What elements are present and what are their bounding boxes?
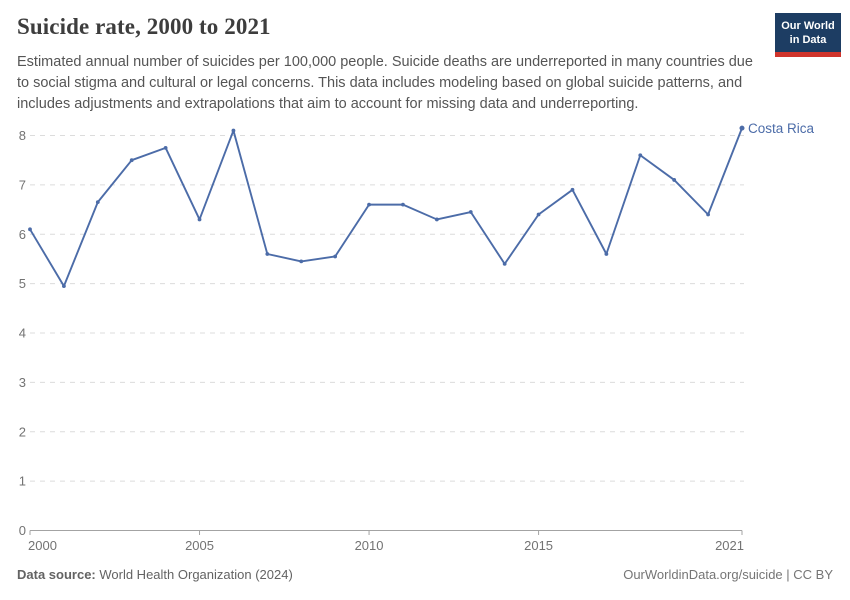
data-point-2007 xyxy=(265,252,270,256)
data-point-2018 xyxy=(638,153,643,158)
data-point-2011 xyxy=(401,202,405,207)
data-point-2010 xyxy=(367,202,371,207)
data-point-2019 xyxy=(672,178,677,182)
x-tick-label-2005: 2005 xyxy=(185,538,214,553)
owid-logo-line2: in Data xyxy=(789,34,827,46)
data-point-2006 xyxy=(231,128,236,133)
y-tick-label-7: 7 xyxy=(19,177,26,192)
data-point-2014 xyxy=(502,261,507,266)
data-point-2020 xyxy=(706,212,710,217)
chart-title: Suicide rate, 2000 to 2021 xyxy=(17,14,271,39)
data-point-2003 xyxy=(129,158,134,163)
x-tick-label-2000: 2000 xyxy=(28,538,57,553)
y-tick-label-1: 1 xyxy=(19,474,26,489)
data-point-2017 xyxy=(604,252,609,256)
y-tick-label-6: 6 xyxy=(19,227,26,242)
y-tick-label-3: 3 xyxy=(19,375,26,390)
y-tick-label-5: 5 xyxy=(19,276,26,291)
y-tick-label-2: 2 xyxy=(19,424,26,439)
data-point-2005 xyxy=(197,217,202,222)
x-tick-label-2015: 2015 xyxy=(524,538,553,553)
data-point-2002 xyxy=(95,200,100,205)
data-point-2012 xyxy=(434,217,439,222)
data-point-2015 xyxy=(536,212,541,217)
data-source-label: Data source: xyxy=(17,567,96,582)
chart-footer: Data source: World Health Organization (… xyxy=(17,567,833,582)
data-point-2013 xyxy=(468,210,473,214)
data-point-2004 xyxy=(163,145,168,150)
owid-logo-line1: Our World xyxy=(781,20,835,32)
data-point-2000 xyxy=(28,227,32,232)
y-tick-label-4: 4 xyxy=(19,326,26,341)
data-point-2008 xyxy=(299,259,304,264)
owid-logo[interactable]: Our World in Data xyxy=(775,13,841,57)
data-point-2021 xyxy=(739,125,745,131)
data-source-note: Data source: World Health Organization (… xyxy=(17,567,293,582)
y-tick-label-8: 8 xyxy=(19,128,26,143)
license-link[interactable]: OurWorldinData.org/suicide | CC BY xyxy=(623,567,833,582)
data-source-value: World Health Organization (2024) xyxy=(95,567,293,582)
x-tick-label-2021: 2021 xyxy=(715,538,744,553)
y-tick-label-0: 0 xyxy=(19,523,26,538)
data-point-2009 xyxy=(333,254,338,259)
x-tick-label-2010: 2010 xyxy=(355,538,384,553)
data-point-2016 xyxy=(570,187,575,192)
data-line-costa-rica xyxy=(29,127,743,288)
chart-subtitle: Estimated annual number of suicides per … xyxy=(17,54,753,112)
data-point-2001 xyxy=(62,284,66,288)
series-label-costa-rica: Costa Rica xyxy=(748,121,815,136)
